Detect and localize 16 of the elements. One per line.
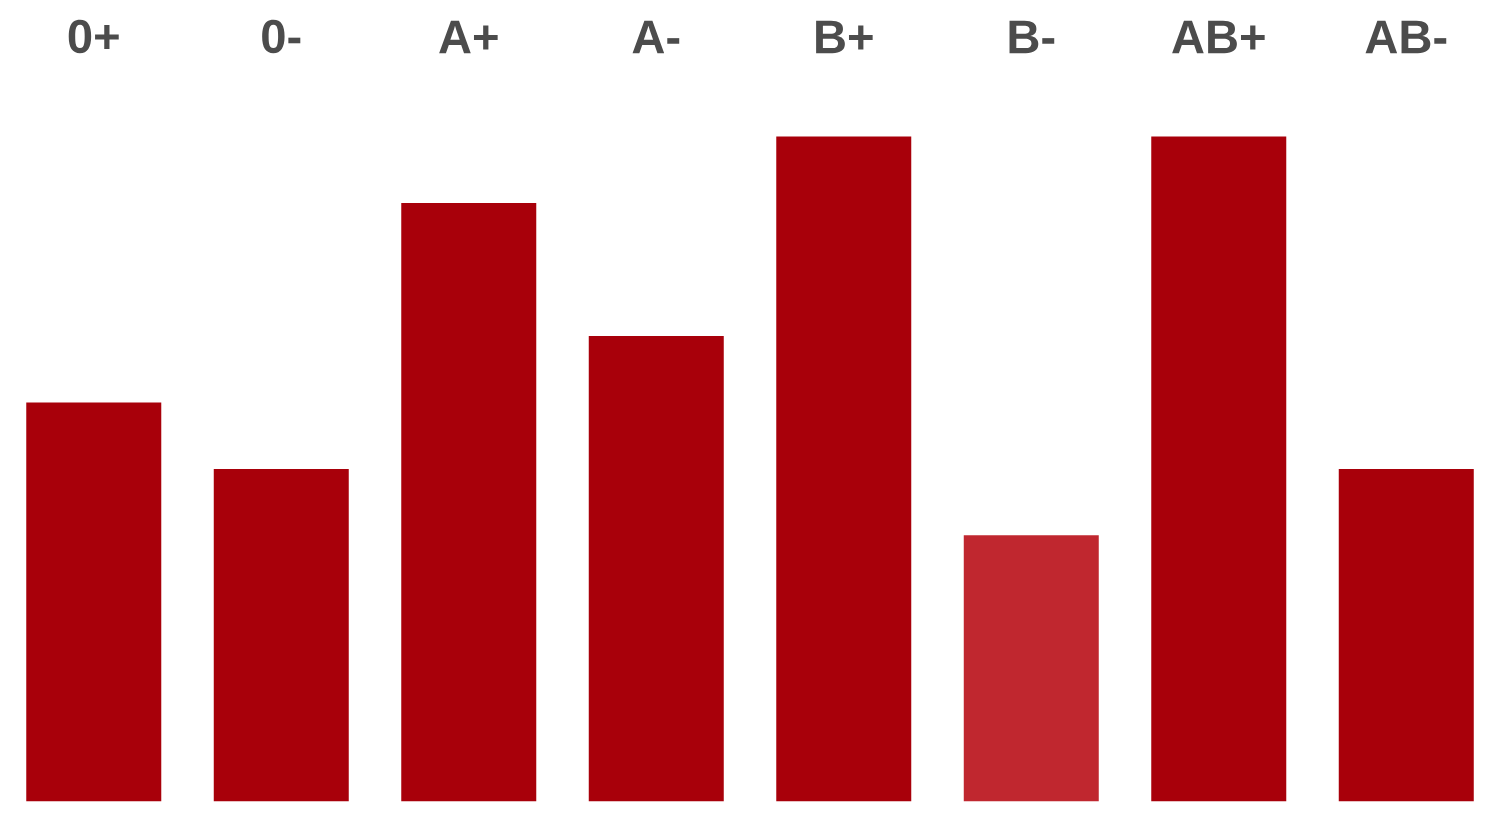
bar — [588, 335, 724, 802]
x-tick-label: 0- — [262, 19, 301, 54]
bar — [401, 202, 537, 802]
bar — [26, 402, 162, 802]
bar — [963, 535, 1099, 802]
x-tick-label: B+ — [816, 20, 873, 54]
bar — [213, 468, 349, 802]
x-tick-label: A+ — [439, 20, 498, 54]
x-tick-label: AB+ — [1172, 20, 1265, 54]
bar — [1151, 136, 1287, 802]
x-tick-label: A- — [632, 20, 680, 54]
bar — [1338, 468, 1474, 802]
bar — [776, 136, 912, 802]
x-tick-label: AB- — [1365, 20, 1447, 54]
x-tick-label: B- — [1009, 20, 1055, 54]
x-tick-label: 0+ — [68, 19, 119, 54]
